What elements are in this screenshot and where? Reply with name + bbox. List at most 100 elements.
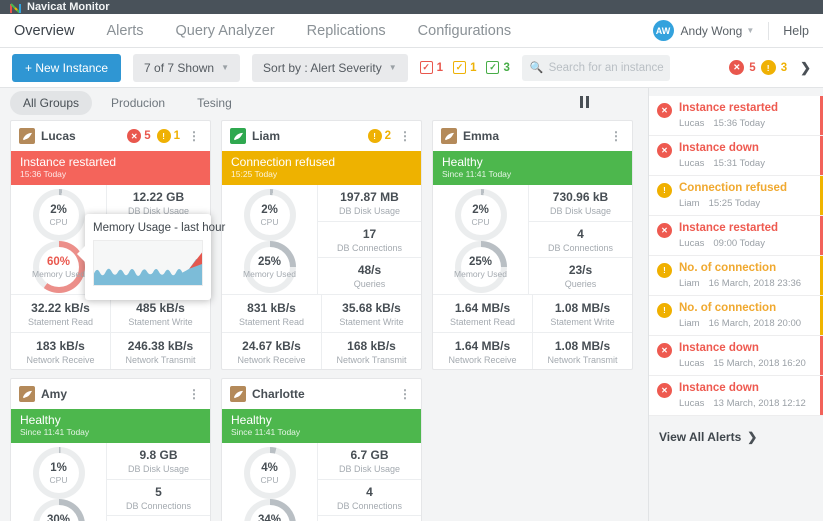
cpu-value: 4%	[261, 461, 278, 474]
disk-usage-stat[interactable]: 730.96 kB DB Disk Usage	[529, 185, 632, 222]
filter-healthy-count: 3	[503, 61, 510, 74]
user-menu-caret-icon[interactable]: ▼	[746, 26, 755, 35]
memory-gauge[interactable]: 30%Memory Used	[32, 499, 85, 521]
tooltip-title: Memory Usage - last hour	[93, 222, 226, 234]
statement-write-stat[interactable]: 35.68 kB/s Statement Write	[322, 295, 421, 332]
statement-write-value: 485 kB/s	[136, 300, 185, 315]
statement-write-value: 1.08 MB/s	[554, 300, 611, 315]
tab-producion[interactable]: Producion	[111, 96, 166, 110]
memory-label: Memory Used	[454, 268, 507, 279]
alert-list-item[interactable]: ! Connection refused Liam 15:25 Today	[649, 176, 823, 216]
alert-list-item[interactable]: ✕ Instance restarted Lucas 15:36 Today	[649, 96, 823, 136]
shown-dropdown[interactable]: 7 of 7 Shown ▼	[133, 53, 241, 82]
filter-error-count: 1	[436, 61, 444, 74]
menu-alerts[interactable]: Alerts	[106, 22, 144, 39]
queries-stat[interactable]	[318, 516, 421, 521]
network-receive-stat[interactable]: 24.67 kB/s Network Receive	[222, 333, 322, 369]
menu-replications[interactable]: Replications	[306, 22, 386, 39]
alert-list-item[interactable]: ✕ Instance down Lucas 15:31 Today	[649, 136, 823, 176]
menu-overview[interactable]: Overview	[14, 22, 75, 39]
card-menu-kebab-icon[interactable]: ⋮	[610, 129, 622, 143]
memory-value: 30%	[46, 513, 71, 521]
gauges-section: 2% CPU 25% Memory Used 730.96 kB DB Disk Us…	[433, 185, 632, 295]
view-all-label: View All Alerts	[659, 430, 742, 444]
alert-time: 15 March, 2018 16:20	[713, 358, 806, 369]
card-header: Emma ✕ ! ⋮	[433, 121, 632, 151]
card-menu-kebab-icon[interactable]: ⋮	[399, 387, 411, 401]
filter-error-checkbox[interactable]: ✓ 1	[419, 61, 444, 74]
alert-summary: ✕ 5 ! 3 ❯	[729, 60, 811, 76]
cpu-gauge[interactable]: 4% CPU	[243, 447, 296, 499]
queries-stat[interactable]: 23/s Queries	[529, 258, 632, 294]
queries-stat[interactable]: 48/s Queries	[318, 258, 421, 294]
search-input[interactable]	[548, 61, 667, 74]
status-title: Healthy	[20, 413, 61, 427]
disk-value: 730.96 kB	[552, 189, 609, 204]
connections-value: 4	[577, 226, 584, 241]
alert-list-item[interactable]: ✕ Instance down Lucas 13 March, 2018 12:…	[649, 376, 823, 416]
card-menu-kebab-icon[interactable]: ⋮	[188, 387, 200, 401]
queries-stat[interactable]	[107, 516, 210, 521]
card-header: Liam ✕ ! 2 ⋮	[222, 121, 421, 151]
network-transmit-stat[interactable]: 1.08 MB/s Network Transmit	[533, 333, 632, 369]
connections-label: DB Connections	[125, 500, 192, 511]
disk-usage-stat[interactable]: 6.7 GB DB Disk Usage	[318, 443, 421, 480]
view-all-alerts-link[interactable]: View All Alerts ❯	[659, 430, 813, 444]
queries-label: Queries	[353, 279, 386, 290]
filter-warning-checkbox[interactable]: ✓ 1	[453, 61, 476, 74]
alert-list-item[interactable]: ✕ Instance down Lucas 15 March, 2018 16:…	[649, 336, 823, 376]
alert-title: No. of connection	[679, 262, 777, 274]
statement-write-value: 35.68 kB/s	[342, 300, 401, 315]
disk-usage-stat[interactable]: 9.8 GB DB Disk Usage	[107, 443, 210, 480]
alert-instance: Lucas	[679, 158, 705, 169]
tab-all-groups[interactable]: All Groups	[10, 91, 93, 115]
alert-list-item[interactable]: ✕ Instance restarted Lucas 09:00 Today	[649, 216, 823, 256]
alert-list-item[interactable]: ! No. of connection Liam 16 March, 2018 …	[649, 256, 823, 296]
cpu-gauge[interactable]: 2% CPU	[243, 189, 296, 241]
warning-count: 3	[780, 61, 788, 74]
memory-gauge[interactable]: 25% Memory Used	[454, 241, 507, 293]
memory-gauge[interactable]: 60% Memory Used	[32, 241, 85, 293]
alert-list-item[interactable]: ! No. of connection Liam 16 March, 2018 …	[649, 296, 823, 336]
user-name[interactable]: Andy Wong	[680, 23, 743, 38]
memory-gauge[interactable]: 34%Memory Used	[243, 499, 296, 521]
card-menu-kebab-icon[interactable]: ⋮	[399, 129, 411, 143]
network-receive-label: Network Receive	[448, 355, 517, 365]
network-transmit-stat[interactable]: 168 kB/s Network Transmit	[322, 333, 421, 369]
cpu-gauge[interactable]: 2% CPU	[454, 189, 507, 241]
network-transmit-stat[interactable]: 246.38 kB/s Network Transmit	[111, 333, 210, 369]
db-connections-stat[interactable]: 17 DB Connections	[318, 222, 421, 259]
filter-healthy-checkbox[interactable]: ✓ 3	[486, 61, 510, 74]
sort-dropdown[interactable]: Sort by : Alert Severity ▼	[252, 53, 408, 82]
statement-read-stat[interactable]: 1.64 MB/s Statement Read	[433, 295, 533, 332]
avatar[interactable]: AW	[652, 20, 674, 41]
cpu-gauge[interactable]: 2% CPU	[32, 189, 85, 241]
status-title: Healthy	[442, 155, 483, 169]
disk-value: 197.87 MB	[340, 189, 399, 204]
new-instance-button[interactable]: + New Instance	[12, 53, 122, 82]
memory-gauge[interactable]: 25% Memory Used	[243, 241, 296, 293]
statement-write-stat[interactable]: 1.08 MB/s Statement Write	[533, 295, 632, 332]
db-connections-stat[interactable]: 4 DB Connections	[529, 222, 632, 259]
cpu-label: CPU	[49, 474, 68, 485]
instance-type-icon	[19, 128, 35, 144]
menu-configurations[interactable]: Configurations	[417, 22, 512, 39]
statement-write-stat[interactable]: 485 kB/s Statement Write	[111, 295, 210, 332]
shown-label: 7 of 7 Shown	[144, 60, 215, 75]
help-link[interactable]: Help	[783, 23, 809, 38]
statement-read-stat[interactable]: 32.22 kB/s Statement Read	[11, 295, 111, 332]
menu-query-analyzer[interactable]: Query Analyzer	[175, 22, 275, 39]
pause-refresh-button[interactable]	[580, 96, 592, 108]
network-receive-stat[interactable]: 183 kB/s Network Receive	[11, 333, 111, 369]
db-connections-stat[interactable]: 4 DB Connections	[318, 480, 421, 517]
db-connections-stat[interactable]: 5 DB Connections	[107, 480, 210, 517]
disk-usage-stat[interactable]: 197.87 MB DB Disk Usage	[318, 185, 421, 222]
gauges-section: 2% CPU 60% Memory Used 12.22 GB DB Disk Usa…	[11, 185, 210, 295]
collapse-sidebar-chevron-icon[interactable]: ❯	[800, 59, 811, 75]
alert-instance: Liam	[679, 198, 700, 209]
network-receive-stat[interactable]: 1.64 MB/s Network Receive	[433, 333, 533, 369]
statement-read-stat[interactable]: 831 kB/s Statement Read	[222, 295, 322, 332]
card-menu-kebab-icon[interactable]: ⋮	[188, 129, 200, 143]
tab-tesing[interactable]: Tesing	[197, 96, 232, 110]
cpu-gauge[interactable]: 1% CPU	[32, 447, 85, 499]
